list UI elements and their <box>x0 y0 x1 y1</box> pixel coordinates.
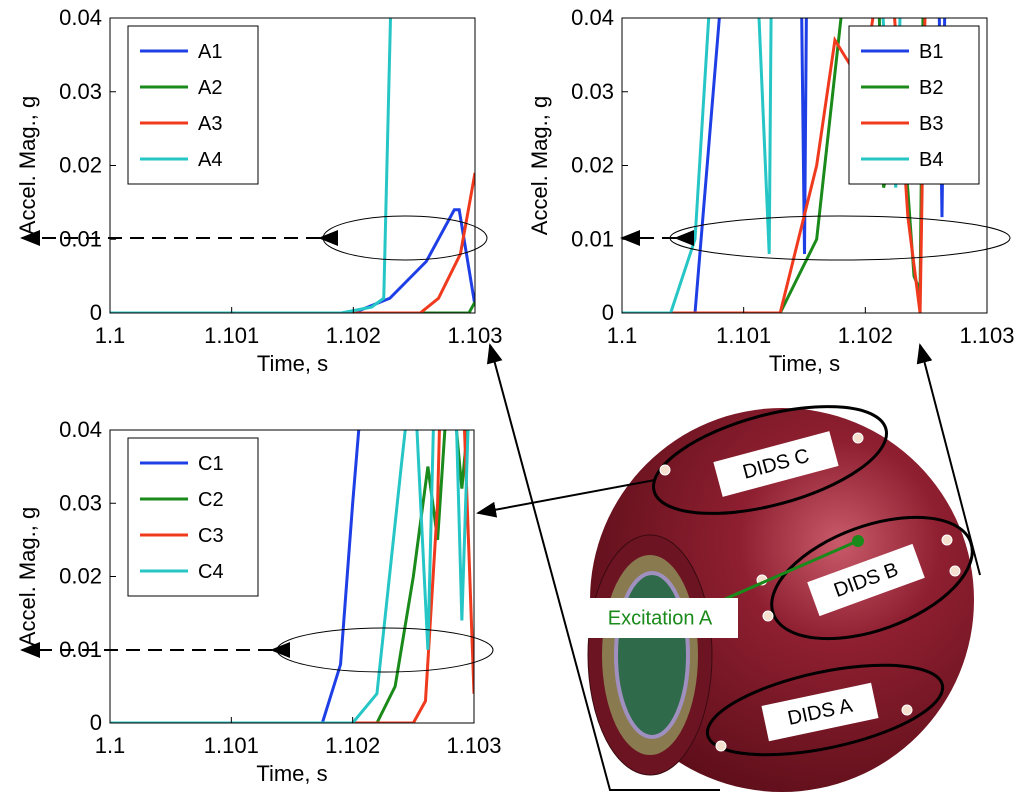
y-axis-label: Accel. Mag., g <box>15 96 40 235</box>
y-tick-label: 0.03 <box>59 490 102 515</box>
data-line <box>110 430 474 723</box>
label-box <box>713 431 839 497</box>
x-tick-label: 1.103 <box>959 323 1014 348</box>
x-tick-label: 1.102 <box>326 323 381 348</box>
data-line <box>110 301 475 313</box>
label-box <box>582 598 738 638</box>
y-tick-label: 0.03 <box>59 79 102 104</box>
x-tick-label: 1.102 <box>838 323 893 348</box>
legend: C1 C2 C3 C4 <box>127 437 259 597</box>
y-tick-label: 0 <box>90 710 102 735</box>
x-tick-label: 1.103 <box>447 323 502 348</box>
x-tick-label: 1.101 <box>204 733 259 758</box>
sphere-diagram: DIDS C DIDS B DIDS A Excitation A <box>582 405 974 792</box>
y-tick-label: 0.04 <box>59 5 102 30</box>
y-tick-label: 0.02 <box>571 153 614 178</box>
group-ellipse <box>705 663 945 757</box>
label-box <box>807 543 925 617</box>
y-tick-label: 0 <box>602 300 614 325</box>
y-axis-label: Accel. Mag., g <box>527 96 552 235</box>
legend-label: C3 <box>198 525 224 547</box>
legend: B1 B2 B3 B4 <box>848 25 980 185</box>
legend-label: B1 <box>919 41 943 63</box>
data-line <box>110 18 392 313</box>
group-ellipse <box>652 405 888 515</box>
x-tick-label: 1.1 <box>607 323 638 348</box>
data-line <box>110 430 470 723</box>
y-tick-label: 0.01 <box>571 226 614 251</box>
x-tick-label: 1.101 <box>716 323 771 348</box>
legend-label: C1 <box>198 453 224 475</box>
y-tick-label: 0.03 <box>571 79 614 104</box>
chart: 1.1 1.101 1.102 1.10300.010.020.030.04Time,… <box>15 5 503 376</box>
connector-arrows <box>476 343 981 791</box>
y-tick-label: 0.04 <box>59 417 102 442</box>
y-tick-label: 0.02 <box>59 564 102 589</box>
y-tick-label: 0 <box>90 300 102 325</box>
legend-label: B2 <box>919 77 943 99</box>
legend-label: C4 <box>198 561 224 583</box>
x-tick-label: 1.103 <box>446 733 501 758</box>
x-tick-label: 1.102 <box>325 733 380 758</box>
legend-label: B4 <box>919 149 943 171</box>
x-tick-label: 1.101 <box>204 323 259 348</box>
legend-label: A3 <box>198 113 222 135</box>
chart: 1.1 1.101 1.102 1.103 0 0.01 0.02 0.03 0.04 Time,… <box>527 5 1015 376</box>
x-axis-label: Time, s <box>769 351 840 376</box>
chart: 1.1 1.101 1.102 1.10300.010.020.030.04Time,… <box>15 417 502 786</box>
port-core <box>614 571 690 739</box>
x-tick-label: 1.1 <box>95 733 126 758</box>
data-line <box>110 430 361 723</box>
legend-label: A1 <box>198 41 222 63</box>
x-tick-label: 1.1 <box>95 323 126 348</box>
legend-label: A4 <box>198 149 222 171</box>
y-tick-label: 0.02 <box>59 153 102 178</box>
y-tick-label: 0.04 <box>571 5 614 30</box>
y-axis-label: Accel. Mag., g <box>15 507 40 646</box>
legend-label: B3 <box>919 113 943 135</box>
label-box <box>761 682 879 742</box>
data-line <box>110 172 475 313</box>
legend-label: A2 <box>198 77 222 99</box>
x-axis-label: Time, s <box>257 351 328 376</box>
data-line <box>110 208 475 313</box>
legend-label: C2 <box>198 489 224 511</box>
x-axis-label: Time, s <box>256 761 327 786</box>
legend: A1 A2 A3 A4 <box>127 25 259 185</box>
diagram-label: Excitation A <box>608 607 713 629</box>
